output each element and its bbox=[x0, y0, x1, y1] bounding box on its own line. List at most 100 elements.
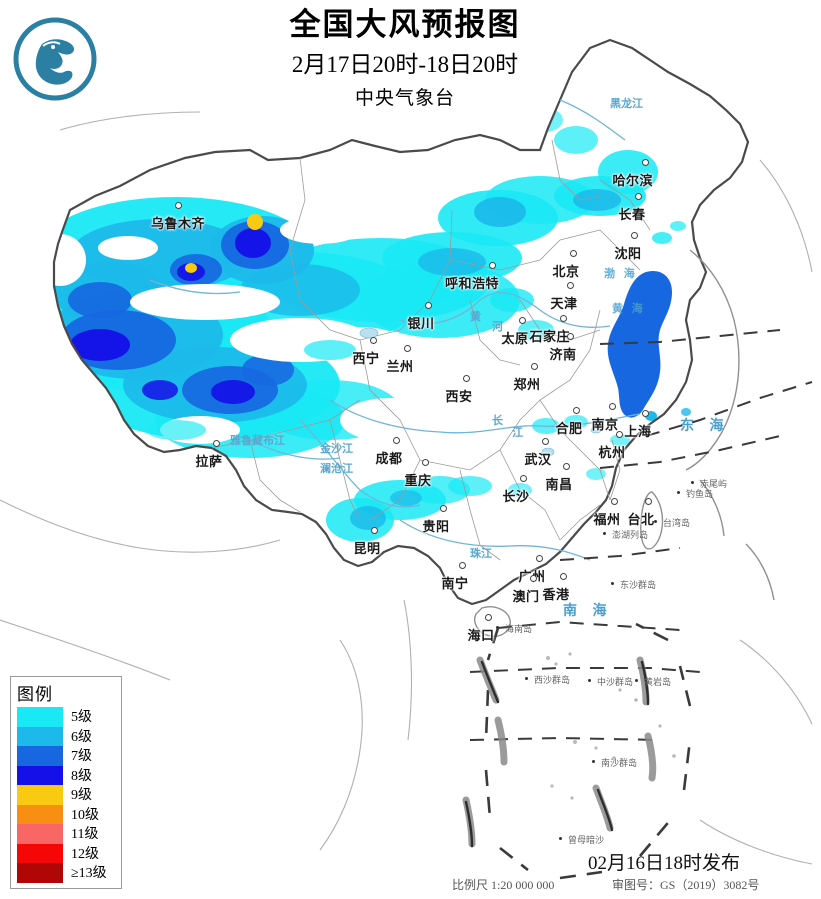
legend-item-1: 5级 bbox=[17, 707, 121, 727]
city-label: 重庆 bbox=[404, 473, 432, 488]
city-label: 贵阳 bbox=[422, 519, 450, 534]
river-label: 珠江 bbox=[470, 548, 492, 560]
river-label: 河 bbox=[492, 321, 503, 333]
city-label: 天津 bbox=[550, 296, 578, 311]
river-label: 黑龙江 bbox=[610, 98, 643, 110]
river-label: 长 bbox=[492, 415, 503, 427]
city-label: 北京 bbox=[552, 264, 580, 279]
province-boundaries bbox=[211, 139, 651, 561]
city-marker-dot bbox=[611, 498, 618, 505]
legend-swatch bbox=[17, 765, 63, 785]
city-label: 福州 bbox=[593, 512, 621, 527]
city-marker-dot bbox=[371, 527, 378, 534]
legend-item-8: 12级 bbox=[17, 843, 121, 863]
city-label: 昆明 bbox=[353, 541, 381, 556]
legend-label: 12级 bbox=[71, 846, 99, 862]
sea-label: 东 海 bbox=[680, 419, 730, 434]
city-marker-dot bbox=[563, 463, 570, 470]
sea-label: 南 海 bbox=[563, 604, 613, 619]
legend-label: 6级 bbox=[71, 729, 92, 745]
city-marker-dot bbox=[440, 505, 447, 512]
island-label: 东沙群岛 bbox=[620, 580, 657, 590]
city-label: 郑州 bbox=[513, 377, 541, 392]
legend-rows: 5级 6级 7级 8级 9级 10级 11级 12级 ≥13级 bbox=[17, 707, 121, 883]
reef-cores bbox=[464, 660, 650, 848]
island-label: 曾母暗沙 bbox=[568, 835, 605, 845]
city-label: 上海 bbox=[624, 424, 652, 439]
city-marker-dot bbox=[642, 159, 649, 166]
city-marker-dot bbox=[536, 555, 543, 562]
legend-swatch bbox=[17, 843, 63, 863]
island-label: 南沙群岛 bbox=[601, 758, 638, 768]
city-label: 银川 bbox=[407, 316, 435, 331]
forecast-period: 2月17日20时-18日20时 bbox=[291, 52, 519, 77]
legend-title: 图例 bbox=[17, 685, 53, 704]
legend-item-3: 7级 bbox=[17, 746, 121, 766]
city-label: 兰州 bbox=[386, 359, 414, 374]
island-marker-dot bbox=[559, 837, 562, 840]
release-time: 02月16日18时发布 bbox=[588, 853, 741, 874]
city-label: 拉萨 bbox=[195, 454, 223, 469]
foreign-coastlines bbox=[0, 111, 813, 865]
city-label: 石家庄 bbox=[529, 329, 571, 344]
island-marker-dot bbox=[496, 626, 499, 629]
city-marker-dot bbox=[642, 410, 649, 417]
city-marker-dot bbox=[370, 337, 377, 344]
map-scale: 比例尺 1:20 000 000 bbox=[452, 878, 555, 892]
river-label: 金沙江 bbox=[320, 443, 353, 455]
legend-swatch bbox=[17, 863, 63, 883]
city-label: 台北 bbox=[627, 512, 655, 527]
sea-label: 黄 海 bbox=[612, 303, 646, 315]
city-label: 南京 bbox=[591, 417, 619, 432]
city-marker-dot bbox=[645, 498, 652, 505]
city-marker-dot bbox=[519, 317, 526, 324]
legend-label: 7级 bbox=[71, 749, 92, 764]
city-label: 西安 bbox=[445, 389, 473, 404]
lakes bbox=[359, 327, 602, 457]
city-marker-dot bbox=[635, 193, 642, 200]
city-label: 澳门 bbox=[512, 589, 540, 604]
city-label: 南昌 bbox=[545, 477, 573, 492]
river-label: 雅鲁藏布江 bbox=[230, 435, 285, 447]
legend-box: 图例 5级 6级 7级 8级 9级 10级 11级 12级 ≥13级 bbox=[10, 676, 122, 889]
legend-swatch bbox=[17, 726, 63, 746]
legend-swatch bbox=[17, 707, 63, 727]
island-label: 赤尾屿 bbox=[700, 479, 728, 489]
city-label: 武汉 bbox=[524, 452, 552, 467]
legend-item-6: 10级 bbox=[17, 804, 121, 824]
city-marker-dot bbox=[570, 250, 577, 257]
city-marker-dot bbox=[567, 333, 574, 340]
river-label: 澜沧江 bbox=[320, 463, 353, 475]
city-label: 哈尔滨 bbox=[612, 173, 654, 188]
legend-swatch bbox=[17, 785, 63, 805]
city-marker-dot bbox=[542, 438, 549, 445]
city-marker-dot bbox=[616, 431, 623, 438]
city-label: 乌鲁木齐 bbox=[151, 216, 206, 231]
island-label: 澎湖列岛 bbox=[612, 530, 649, 540]
city-label: 香港 bbox=[542, 587, 570, 602]
legend-item-2: 6级 bbox=[17, 726, 121, 746]
city-marker-dot bbox=[573, 407, 580, 414]
sea-label: 渤 海 bbox=[604, 268, 638, 280]
legend-label: 8级 bbox=[71, 768, 92, 784]
city-marker-dot bbox=[560, 573, 567, 580]
city-label: 济南 bbox=[549, 347, 577, 362]
river-label: 江 bbox=[512, 427, 523, 439]
city-label: 呼和浩特 bbox=[445, 276, 500, 291]
legend-item-4: 8级 bbox=[17, 765, 121, 785]
river-label: 黄 bbox=[470, 311, 481, 323]
city-label: 长沙 bbox=[502, 489, 530, 504]
island-label: 中沙群岛 bbox=[597, 677, 634, 687]
legend-label: ≥13级 bbox=[71, 866, 107, 881]
legend-swatch bbox=[17, 824, 63, 844]
island-marker-dot bbox=[654, 520, 657, 523]
page-title: 全国大风预报图 bbox=[289, 7, 521, 42]
island-marker-dot bbox=[525, 677, 528, 680]
legend-item-9: ≥13级 bbox=[17, 863, 121, 883]
city-marker-dot bbox=[520, 475, 527, 482]
city-marker-dot bbox=[489, 262, 496, 269]
city-marker-dot bbox=[463, 375, 470, 382]
city-label: 长春 bbox=[618, 207, 646, 222]
